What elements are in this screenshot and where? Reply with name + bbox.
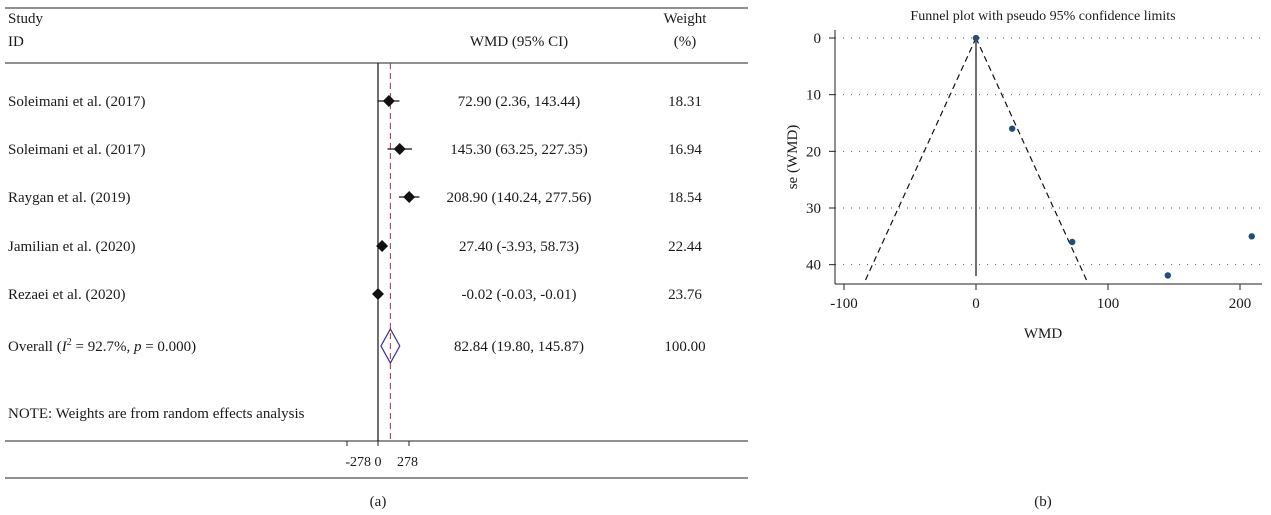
x-tick-label: -100 — [830, 296, 858, 312]
weight-text: 23.76 — [668, 287, 702, 303]
effect-marker — [371, 288, 384, 300]
panel-label-a: (a) — [370, 494, 387, 510]
x-tick-label: 200 — [1229, 296, 1252, 312]
funnel-y-label: se (WMD) — [785, 125, 801, 190]
ci-text: 27.40 (-3.93, 58.73) — [459, 239, 579, 255]
panel-label-b: (b) — [1034, 494, 1052, 510]
funnel-points — [972, 34, 1255, 279]
study-label: Soleimani et al. (2017) — [8, 142, 145, 158]
funnel-x-label: WMD — [1024, 326, 1062, 342]
x-tick-label: -278 — [345, 455, 371, 470]
effect-marker — [403, 191, 416, 203]
study-row: Soleimani et al. (2017) 145.30 (63.25, 22… — [8, 142, 702, 158]
funnel-point — [1008, 125, 1016, 132]
header-id: ID — [8, 34, 24, 50]
y-tick-label: 0 — [814, 31, 822, 47]
note-text: NOTE: Weights are from random effects an… — [8, 406, 305, 422]
y-tick-label: 40 — [806, 258, 821, 274]
study-row: Soleimani et al. (2017) 72.90 (2.36, 143.… — [8, 94, 702, 110]
study-label: Raygan et al. (2019) — [8, 190, 130, 206]
y-tick-label: 30 — [806, 201, 821, 217]
funnel-point — [972, 34, 980, 42]
x-tick-label: 100 — [1097, 296, 1120, 312]
overall-ci-text: 82.84 (19.80, 145.87) — [454, 339, 584, 355]
effect-marker — [393, 143, 406, 155]
study-row: Raygan et al. (2019) 208.90 (140.24, 277.… — [8, 190, 702, 206]
overall-label: Overall (I2 = 92.7%, p = 0.000) — [8, 337, 196, 355]
study-rows: Soleimani et al. (2017) 72.90 (2.36, 143.… — [8, 94, 702, 303]
header-weight-unit: (%) — [674, 34, 697, 50]
study-row: Jamilian et al. (2020) 27.40 (-3.93, 58.7… — [8, 239, 702, 255]
forest-x-axis: -278 0 278 — [345, 441, 418, 470]
x-tick-label: 0 — [972, 296, 980, 312]
funnel-point — [1248, 233, 1255, 240]
overall-weight: 100.00 — [664, 339, 705, 355]
weight-text: 18.31 — [668, 94, 702, 110]
effect-marker — [382, 95, 395, 107]
forest-plot: Study ID WMD (95% CI) Weight (%) Soleima… — [5, 7, 748, 510]
pseudo-ci-right-limit — [975, 37, 1089, 284]
funnel-point — [1164, 272, 1171, 279]
y-tick-label: 10 — [806, 88, 821, 104]
ci-text: 72.90 (2.36, 143.44) — [458, 94, 581, 110]
weight-text: 22.44 — [668, 239, 702, 255]
funnel-ticks: 0 10 20 30 40 -100 0 100 200 — [806, 31, 1251, 312]
study-label: Soleimani et al. (2017) — [8, 94, 145, 110]
pseudo-ci-left-limit — [863, 37, 977, 284]
ci-text: 145.30 (63.25, 227.35) — [450, 142, 588, 158]
ci-text: -0.02 (-0.03, -0.01) — [462, 287, 577, 303]
x-tick-label: 278 — [397, 455, 418, 470]
header-effect: WMD (95% CI) — [470, 34, 568, 50]
study-label: Rezaei et al. (2020) — [8, 287, 125, 303]
x-tick-label: 0 — [375, 455, 382, 470]
header-study: Study — [8, 11, 44, 27]
study-row: Rezaei et al. (2020) -0.02 (-0.03, -0.01)… — [8, 287, 702, 303]
funnel-plot: Funnel plot with pseudo 95% confidence l… — [785, 9, 1262, 510]
y-tick-label: 20 — [806, 144, 821, 160]
funnel-title: Funnel plot with pseudo 95% confidence l… — [910, 9, 1175, 24]
funnel-point — [1069, 238, 1076, 246]
study-label: Jamilian et al. (2020) — [8, 239, 135, 255]
effect-marker — [376, 240, 389, 252]
weight-text: 16.94 — [668, 142, 702, 158]
weight-text: 18.54 — [668, 190, 702, 206]
header-weight: Weight — [664, 11, 708, 27]
funnel-grid — [835, 37, 1262, 266]
ci-text: 208.90 (140.24, 277.56) — [447, 190, 592, 206]
overall-diamond — [380, 327, 401, 365]
